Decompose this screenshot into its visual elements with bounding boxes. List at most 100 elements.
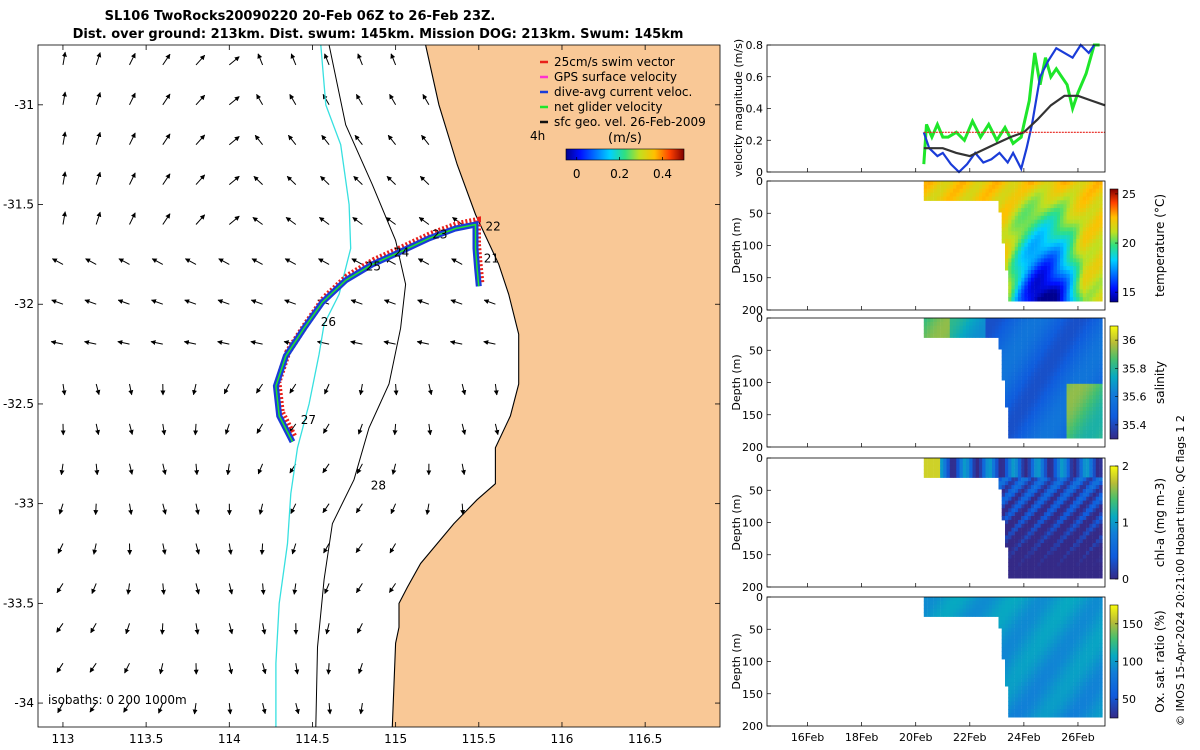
section-cell xyxy=(1030,662,1035,668)
section-cell xyxy=(1082,662,1087,668)
section-cell xyxy=(1014,566,1019,571)
section-cell xyxy=(985,321,989,327)
current-arrow xyxy=(318,258,330,265)
section-cell xyxy=(1014,181,1019,186)
section-cell xyxy=(969,597,973,602)
section-cell xyxy=(1014,554,1019,560)
section-cell xyxy=(923,181,928,186)
section-cell xyxy=(1040,465,1045,471)
section-cell xyxy=(1073,682,1077,687)
section-cell xyxy=(1008,631,1012,637)
section-cell xyxy=(1047,208,1051,213)
section-cell xyxy=(1024,242,1028,248)
section-cell xyxy=(1063,246,1067,252)
section-cell xyxy=(1056,647,1061,652)
section-cell xyxy=(1034,477,1038,482)
section-cell xyxy=(995,318,999,323)
section-cell xyxy=(1043,655,1048,660)
section-cell xyxy=(1030,418,1035,423)
section-cell xyxy=(1073,616,1077,621)
section-cell xyxy=(1034,204,1038,209)
section-cell xyxy=(1066,399,1071,404)
section-cell xyxy=(1030,223,1035,228)
section-cell xyxy=(1073,285,1077,290)
section-cell xyxy=(959,184,963,190)
section-cell xyxy=(1040,422,1045,427)
section-cell xyxy=(1040,262,1045,267)
section-cell xyxy=(1001,321,1006,327)
section-cell xyxy=(1014,223,1019,228)
section-cell xyxy=(969,608,973,613)
section-cell xyxy=(1069,345,1074,350)
section-cell xyxy=(1043,504,1048,509)
section-cell xyxy=(1086,262,1090,267)
section-cell xyxy=(1082,418,1087,423)
section-cell xyxy=(982,329,986,334)
section-cell xyxy=(1099,709,1103,714)
current-arrow xyxy=(460,503,466,516)
section-cell xyxy=(1079,254,1084,259)
section-cell xyxy=(1017,547,1022,552)
section-cell xyxy=(1027,293,1032,298)
section-cell xyxy=(1060,693,1064,699)
section-cell xyxy=(1001,620,1006,625)
section-cell xyxy=(1095,250,1100,256)
section-cell xyxy=(1050,258,1054,263)
section-cell xyxy=(1050,254,1054,259)
section-cell xyxy=(1008,693,1012,699)
section-cell xyxy=(1060,273,1064,279)
section-cell xyxy=(1017,689,1022,695)
section-cell xyxy=(1030,697,1035,702)
section-cell xyxy=(1086,465,1090,471)
section-cell xyxy=(1040,293,1045,298)
section-cell xyxy=(1069,597,1074,602)
section-cell xyxy=(1011,430,1015,435)
section-cell xyxy=(1030,628,1035,633)
section-cell xyxy=(1092,422,1097,427)
section-cell xyxy=(1066,391,1071,396)
section-cell xyxy=(1073,200,1077,205)
section-cell xyxy=(1047,418,1051,423)
section-cell xyxy=(1095,477,1100,482)
section-cell xyxy=(1095,329,1100,334)
section-cell xyxy=(1040,399,1045,404)
section-cell xyxy=(1030,379,1035,385)
current-arrow xyxy=(291,543,297,555)
section-cell xyxy=(1056,399,1061,404)
section-cell xyxy=(982,469,986,474)
section-cell xyxy=(1050,430,1054,435)
section-cell xyxy=(1034,262,1038,267)
section-cell xyxy=(1069,410,1074,416)
section-cell xyxy=(1021,235,1025,240)
section-cell xyxy=(1066,519,1071,525)
section-cell xyxy=(1060,647,1064,652)
section-cell xyxy=(1095,686,1100,691)
section-cell xyxy=(1076,527,1080,533)
section-cell xyxy=(1034,364,1038,369)
section-cell xyxy=(1037,403,1041,408)
section-cell xyxy=(1073,600,1077,606)
section-cell xyxy=(1079,481,1084,486)
section-cell xyxy=(1040,620,1045,625)
section-cell xyxy=(1043,208,1048,213)
section-cell xyxy=(1099,184,1103,190)
section-cell xyxy=(1008,196,1012,201)
section-cell xyxy=(1040,395,1045,400)
section-cell xyxy=(1011,349,1015,354)
section-cell xyxy=(1047,266,1051,271)
section-cell xyxy=(998,461,1002,467)
section-cell xyxy=(1099,239,1103,244)
section-cell xyxy=(1037,600,1041,606)
section-cell xyxy=(1027,273,1032,279)
section-cell xyxy=(949,329,954,334)
section-cell xyxy=(959,461,963,467)
current-arrow xyxy=(58,503,64,515)
section-colorbar-label: 36 xyxy=(1122,334,1136,347)
section-cell xyxy=(1053,250,1058,256)
section-cell xyxy=(1063,372,1067,377)
section-cell xyxy=(1089,508,1093,513)
section-cell xyxy=(1069,461,1074,467)
section-cell xyxy=(1034,670,1038,675)
section-cell xyxy=(1082,461,1087,467)
